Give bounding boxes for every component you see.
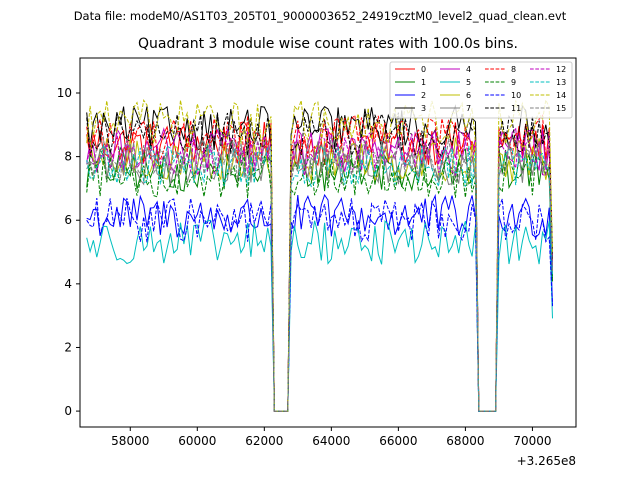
legend-label-5: 5 xyxy=(466,78,471,87)
legend-label-9: 9 xyxy=(511,78,516,87)
legend-label-3: 3 xyxy=(421,104,426,113)
y-tick-label: 6 xyxy=(64,213,72,227)
x-tick-label: 58000 xyxy=(111,434,149,448)
legend-label-8: 8 xyxy=(511,65,516,74)
x-tick-label: 68000 xyxy=(446,434,484,448)
y-tick-label: 0 xyxy=(64,404,72,418)
series-line-1 xyxy=(86,146,553,412)
legend-label-15: 15 xyxy=(556,104,566,113)
series-line-13 xyxy=(86,143,553,412)
x-tick-label: 62000 xyxy=(245,434,283,448)
series-line-5 xyxy=(86,219,553,412)
chart-title: Quadrant 3 module wise count rates with … xyxy=(138,36,518,52)
legend-label-13: 13 xyxy=(556,78,566,87)
x-tick-label: 70000 xyxy=(513,434,551,448)
series-line-6 xyxy=(86,136,553,412)
y-tick-label: 10 xyxy=(57,86,72,100)
legend-label-1: 1 xyxy=(421,78,426,87)
series-line-9 xyxy=(86,153,553,412)
legend-label-7: 7 xyxy=(466,104,471,113)
y-tick-label: 4 xyxy=(64,277,72,291)
series-line-11 xyxy=(86,111,553,412)
series-line-15 xyxy=(86,135,553,412)
series-line-14 xyxy=(86,98,553,412)
legend-box xyxy=(389,61,573,119)
x-tick-label: 60000 xyxy=(178,434,216,448)
x-offset-label: +3.265e8 xyxy=(517,454,576,468)
x-tick-label: 64000 xyxy=(312,434,350,448)
legend-label-11: 11 xyxy=(511,104,521,113)
legend-label-0: 0 xyxy=(421,65,426,74)
legend-label-10: 10 xyxy=(511,91,521,100)
figure-suptitle: Data file: modeM0/AS1T03_205T01_90000036… xyxy=(73,9,567,23)
y-tick-label: 8 xyxy=(64,150,72,164)
legend-label-6: 6 xyxy=(466,91,471,100)
legend-label-4: 4 xyxy=(466,65,471,74)
series-line-4 xyxy=(86,127,553,412)
x-tick-label: 66000 xyxy=(379,434,417,448)
legend-label-2: 2 xyxy=(421,91,426,100)
plot-frame xyxy=(79,57,577,428)
series-line-10 xyxy=(86,198,553,412)
series-group xyxy=(86,98,553,412)
y-tick-label: 2 xyxy=(64,340,72,354)
legend-label-12: 12 xyxy=(556,65,566,74)
series-line-2 xyxy=(86,193,553,412)
legend-label-14: 14 xyxy=(556,91,566,100)
